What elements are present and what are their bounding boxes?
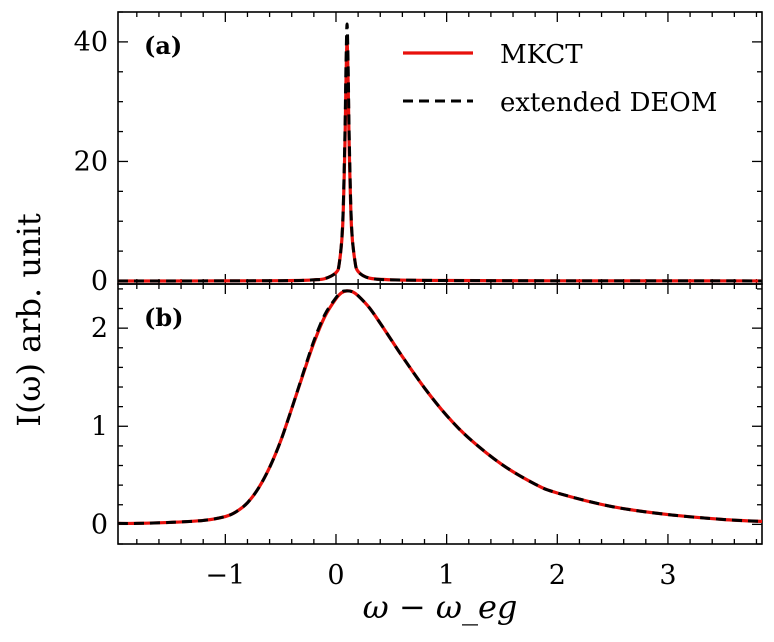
panel-b-xtick-label: −1	[205, 560, 245, 591]
panel-b-xtick-labels: −1 0 1 2 3	[205, 560, 676, 591]
panel-a-label: (a)	[144, 31, 182, 60]
panel-b-deom-line	[117, 289, 763, 525]
panel-a-ytick-label: 40	[74, 27, 108, 58]
panel-b-ticks	[118, 284, 762, 545]
panel-a-ytick-labels: 0 20 40	[74, 27, 108, 297]
panel-b-frame	[117, 283, 763, 545]
legend-mkct-label: MKCT	[500, 40, 583, 70]
panel-b: 0 1 2 −1 0 1 2 3 (b)	[91, 283, 763, 591]
panel-b-ytick-label: 1	[91, 411, 108, 442]
panel-b-xtick-label: 3	[659, 560, 676, 591]
legend: MKCT extended DEOM	[403, 40, 717, 118]
panel-b-mkct-line	[117, 289, 763, 526]
panel-b-xtick-label: 1	[438, 560, 455, 591]
legend-deom-label: extended DEOM	[500, 88, 717, 118]
panel-a-ytick-label: 20	[74, 146, 108, 177]
panel-a: 0 20 40 (a) MKCT extended DEOM	[74, 11, 763, 297]
panel-b-xtick-label: 2	[549, 560, 566, 591]
panel-b-xtick-label: 0	[327, 560, 344, 591]
panel-a-deom-line	[117, 22, 763, 283]
panel-a-ytick-label: 0	[91, 266, 108, 297]
panel-b-ytick-label: 2	[91, 313, 108, 344]
y-axis-label: I(ω) arb. unit	[10, 213, 48, 427]
x-axis-label: ω − ω_eg	[363, 588, 518, 626]
panel-a-mkct-line	[117, 40, 763, 283]
panel-b-ytick-labels: 0 1 2	[91, 313, 108, 540]
panel-b-label: (b)	[144, 303, 184, 332]
panel-b-ytick-label: 0	[91, 509, 108, 540]
